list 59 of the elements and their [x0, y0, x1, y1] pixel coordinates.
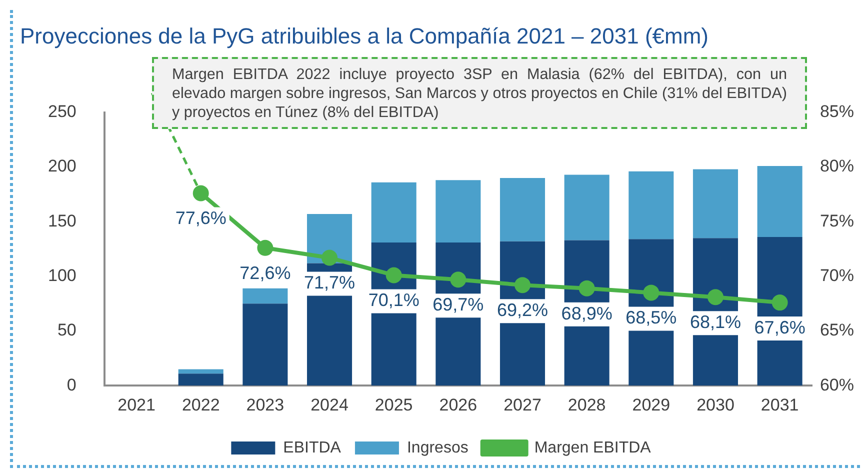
- x-tick-label: 2027: [504, 395, 542, 414]
- chart-title: Proyecciones de la PyG atribuibles a la Compañía 2021 – 2031 (€mm): [20, 23, 708, 48]
- y-tick-label: 200: [48, 156, 76, 176]
- x-tick-label: 2028: [568, 395, 606, 414]
- y2-tick-label: 65%: [820, 320, 854, 340]
- bar: [242, 304, 288, 386]
- x-tick-label: 2026: [439, 395, 478, 414]
- y2-tick-label: 60%: [820, 375, 854, 394]
- data-label: 67,6%: [754, 318, 806, 338]
- x-tick-label: 2029: [632, 395, 670, 414]
- bar: [371, 182, 416, 242]
- x-tick-label: 2021: [118, 395, 156, 414]
- y-tick-label: 150: [48, 211, 76, 230]
- point: [386, 267, 402, 284]
- data-label: 68,9%: [561, 303, 612, 324]
- point: [643, 284, 660, 301]
- data-label: 72,6%: [240, 262, 291, 283]
- x-tick-label: 2023: [246, 395, 284, 414]
- y2-tick-label: 85%: [820, 102, 854, 122]
- data-label: 68,1%: [690, 312, 742, 332]
- point: [772, 294, 788, 311]
- x-tick-label: 2030: [696, 395, 734, 414]
- x-tick-label: 2031: [760, 395, 799, 414]
- data-label: 70,1%: [368, 290, 420, 310]
- data-label: 69,2%: [496, 300, 548, 320]
- data-label: 71,7%: [304, 272, 356, 293]
- point: [707, 289, 724, 306]
- bar: [178, 374, 224, 386]
- y-tick-label: 250: [48, 102, 76, 122]
- legend-label: EBITDA: [283, 439, 342, 456]
- bar: [178, 369, 224, 374]
- bar: [564, 174, 610, 240]
- point: [450, 272, 466, 288]
- y2-tick-label: 80%: [820, 156, 854, 176]
- point: [192, 185, 209, 202]
- bar: [628, 171, 674, 240]
- y-tick-label: 0: [66, 375, 76, 394]
- legend-label: Ingresos: [406, 439, 468, 456]
- x-tick-label: 2024: [310, 395, 348, 414]
- y2-tick-label: 75%: [820, 211, 854, 230]
- x-tick-label: 2022: [182, 395, 220, 414]
- y-tick-label: 50: [57, 320, 76, 340]
- y-tick-label: 100: [48, 266, 76, 286]
- bar: [242, 288, 288, 304]
- legend-label: Margen EBITDA: [534, 439, 652, 456]
- annotation: Margen EBITDA 2022 incluye proyecto 3SP en Malasia (62% del EBITDA), con un elevado margen sobre ingresos, San Marcos y otros proyectos en Chile (31% del EBITDA) y proyectos en Túnez (8% del EBITDA): [152, 57, 807, 129]
- bar: [692, 169, 738, 238]
- bar: [757, 166, 802, 237]
- bar: [436, 180, 481, 242]
- data-label: 68,5%: [626, 308, 677, 328]
- point: [578, 280, 595, 296]
- bar: [500, 178, 546, 242]
- point: [257, 240, 274, 256]
- point: [514, 277, 530, 294]
- y2-tick-label: 70%: [820, 266, 854, 286]
- point: [322, 250, 338, 266]
- data-label: 69,7%: [432, 294, 484, 315]
- data-label: 77,6%: [175, 208, 226, 228]
- x-tick-label: 2025: [374, 395, 413, 414]
